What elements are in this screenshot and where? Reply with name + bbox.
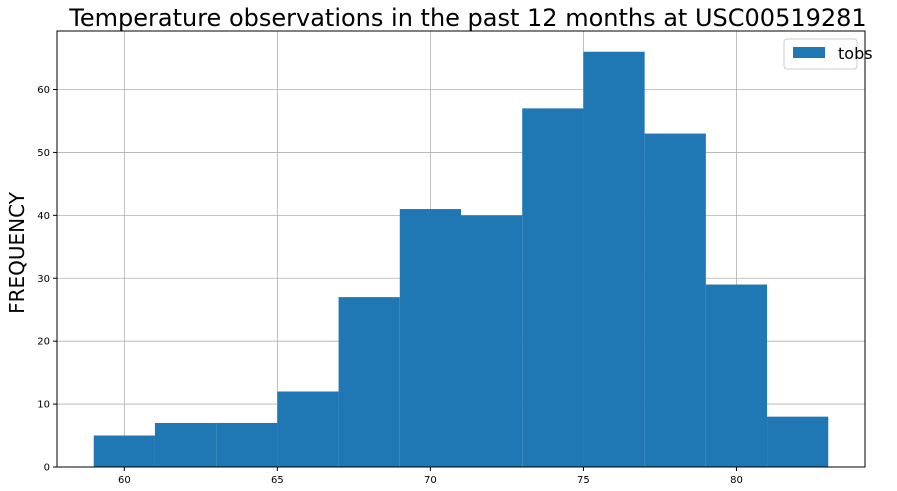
histogram-bar [338, 297, 400, 467]
histogram-bars [93, 51, 829, 468]
histogram-bar [461, 215, 523, 467]
x-tick-label: 80 [730, 475, 743, 486]
plot-frame [56, 30, 866, 468]
y-tick-label: 30 [37, 274, 50, 285]
y-tick-label: 10 [37, 400, 50, 411]
y-tick-label: 50 [37, 148, 50, 159]
x-tick-label: 70 [424, 475, 437, 486]
legend: tobs [783, 38, 873, 70]
x-tick-label: 60 [118, 475, 131, 486]
y-tick-label: 0 [44, 463, 50, 474]
histogram-bar [277, 391, 339, 467]
y-axis-label: FREQUENCY [5, 191, 29, 314]
histogram-bar [583, 51, 645, 468]
x-tick-label: 75 [577, 475, 590, 486]
y-tick-label: 40 [37, 211, 50, 222]
histogram-bar [644, 133, 706, 468]
x-axis-ticks: 60 65 70 75 80 [118, 467, 743, 486]
x-tick-label: 65 [271, 475, 284, 486]
y-tick-label: 60 [37, 85, 50, 96]
legend-swatch [793, 47, 825, 58]
histogram-bar [93, 435, 155, 467]
histogram-bar [216, 422, 278, 467]
legend-label: tobs [838, 44, 873, 63]
histogram-bar [522, 108, 584, 467]
histogram-bar [767, 416, 829, 467]
chart-title: Temperature observations in the past 12 … [68, 4, 866, 32]
histogram-bar [154, 422, 217, 467]
y-tick-label: 20 [37, 337, 50, 348]
histogram-bar [399, 209, 461, 467]
histogram-bar [705, 284, 768, 467]
y-axis-ticks: 0 10 20 30 40 50 60 [37, 85, 57, 474]
